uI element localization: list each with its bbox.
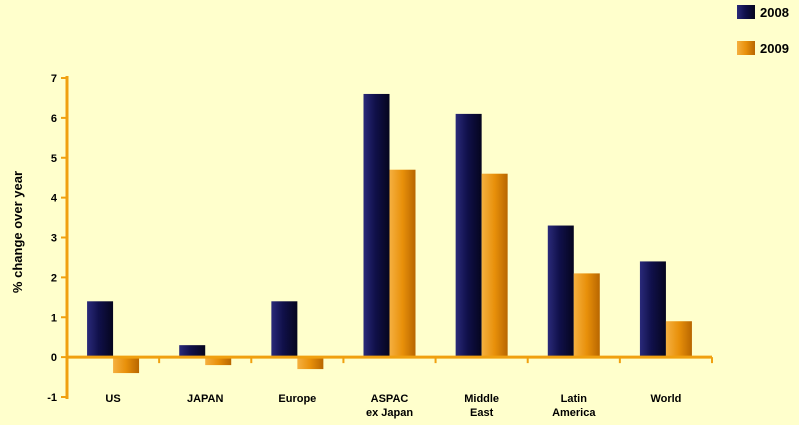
x-category-label: JAPAN	[187, 393, 224, 405]
y-tick-label: 3	[51, 233, 57, 245]
bar-2009-6	[665, 321, 692, 358]
y-tick-label: 7	[51, 73, 57, 85]
y-tick-label: 4	[51, 193, 58, 205]
x-category-label: Europe	[278, 393, 316, 405]
bar-2008-0	[87, 301, 114, 358]
x-category-label: World	[650, 393, 681, 405]
legend-swatch-2009	[737, 41, 755, 55]
legend: 2008 2009	[737, 5, 789, 56]
legend-swatch-2008	[737, 5, 755, 19]
bars	[87, 93, 692, 374]
y-tick-label: 1	[51, 312, 57, 324]
bar-2008-3	[363, 93, 390, 358]
bar-2009-5	[573, 273, 600, 358]
legend-label-2009: 2009	[760, 41, 789, 56]
y-axis-label: % change over year	[10, 171, 25, 293]
legend-label-2008: 2008	[760, 5, 789, 20]
bar-2009-2	[297, 357, 324, 370]
y-ticks: -1 0 1 2 3 4 5 6 7	[47, 73, 67, 404]
y-tick-label: 2	[51, 272, 57, 284]
bar-2009-4	[481, 173, 508, 358]
bar-2008-2	[271, 301, 298, 358]
y-tick-label: -1	[47, 392, 57, 404]
bar-2008-1	[179, 345, 206, 358]
y-tick-label: 0	[51, 352, 57, 364]
y-tick-label: 5	[51, 153, 57, 165]
x-category-label: Latin America	[552, 393, 596, 419]
y-tick-label: 6	[51, 113, 57, 125]
bar-2009-3	[389, 169, 416, 358]
bar-2008-5	[547, 225, 574, 358]
x-category-label: Middle East	[464, 393, 499, 419]
x-category-label: ASPAC ex Japan	[366, 393, 413, 419]
x-categories: US JAPAN Europe ASPAC ex Japan Middle East Lati…	[105, 393, 681, 419]
x-category-label: US	[105, 393, 120, 405]
bar-2008-4	[455, 113, 482, 358]
bar-2009-0	[113, 357, 140, 374]
bar-2009-1	[205, 357, 232, 366]
bar-2008-6	[639, 261, 666, 358]
